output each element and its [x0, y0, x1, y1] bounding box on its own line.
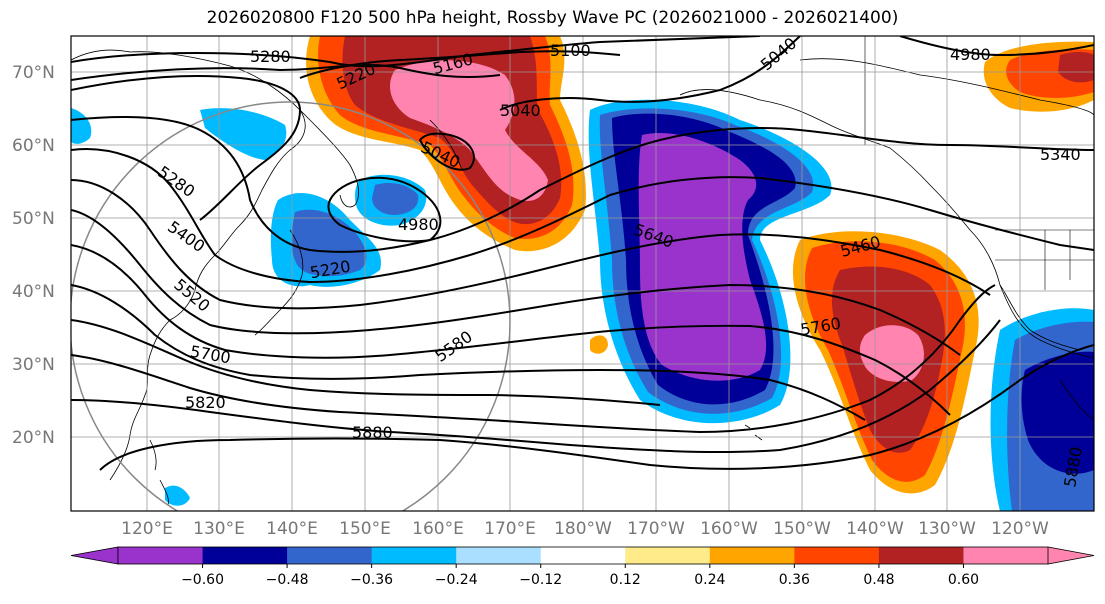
- contour-5880: [99, 344, 1094, 471]
- lon-label: 160°W: [700, 519, 758, 539]
- colorbar-swatch: [963, 547, 1049, 564]
- colorbar-tick-label: −0.48: [266, 572, 309, 588]
- positive-anomaly-east-core: [859, 325, 924, 382]
- colorbar-tick-label: −0.12: [519, 572, 562, 588]
- contour-label: 5100: [550, 41, 591, 60]
- contour-5340: [71, 116, 1094, 253]
- colorbar-tick-label: −0.36: [350, 572, 393, 588]
- colorbar-swatch: [371, 547, 457, 564]
- colorbar-tick-label: 0.36: [779, 572, 810, 588]
- lon-label: 180°W: [554, 519, 612, 539]
- colorbar-swatch: [878, 547, 964, 564]
- colorbar-swatch: [540, 547, 626, 564]
- colorbar-swatch: [794, 547, 880, 564]
- contour-5760: [71, 284, 996, 434]
- contour-5580: [71, 244, 951, 416]
- contour-5640: [71, 284, 866, 421]
- negative-anomaly-philippines: [165, 485, 190, 506]
- lon-label: 140°W: [846, 519, 904, 539]
- contour-5040-north: [499, 36, 801, 111]
- lat-label: 40°N: [12, 282, 55, 302]
- lat-label: 70°N: [12, 63, 55, 83]
- positive-anomaly-ne-strong: [1058, 51, 1094, 83]
- coast-kamchatka-east: [429, 119, 463, 171]
- contour-5700: [71, 319, 661, 406]
- negative-anomaly-west: [71, 108, 92, 144]
- contour-5220: [71, 63, 501, 81]
- negative-anomaly-core: [638, 132, 767, 381]
- colorbar-swatch: [625, 547, 711, 564]
- colorbar-min-arrow: [70, 546, 119, 565]
- coast-japan: [254, 229, 304, 336]
- coast-na-north: [799, 58, 1094, 116]
- coast-taiwan-ph: [149, 439, 169, 506]
- longitude-labels: 120°E 130°E 140°E 150°E 160°E 170°E 180°…: [121, 519, 1049, 539]
- negative-anomaly-east-strong: [1021, 351, 1094, 474]
- contour-5820: [71, 319, 1001, 454]
- lon-label: 150°W: [773, 519, 831, 539]
- contour-label: 5880: [352, 423, 393, 442]
- lon-label: 150°E: [339, 519, 391, 539]
- coast-hawaii: [744, 424, 763, 441]
- contour-5460: [71, 179, 991, 310]
- reference-circle: [71, 101, 511, 511]
- colorbar-tick-label: 0.12: [610, 572, 641, 588]
- lat-label: 30°N: [12, 355, 55, 375]
- colorbar-swatch: [287, 547, 373, 564]
- height-contours: [71, 36, 1094, 471]
- borders: [864, 36, 1094, 290]
- colorbar-max-arrow: [1047, 546, 1095, 565]
- positive-anomaly-north-core: [390, 60, 548, 201]
- colorbar-border: [117, 546, 1049, 565]
- latitude-labels: 70°N 60°N 50°N 40°N 30°N 20°N: [12, 63, 55, 448]
- contour-label: 5280: [250, 47, 291, 66]
- coast-alaska: [679, 89, 1094, 359]
- colorbar-swatch: [456, 547, 542, 564]
- contour-label: 5820: [185, 393, 226, 412]
- lat-label: 20°N: [12, 428, 55, 448]
- border-states: [995, 230, 1094, 290]
- colorbar-tick-label: 0.24: [694, 572, 725, 588]
- contour-label: 4980: [398, 215, 439, 234]
- contour-5400: [71, 148, 1094, 284]
- positive-anomaly-small: [590, 335, 608, 354]
- colorbar-tick-label: −0.60: [181, 572, 224, 588]
- contour-label: 5340: [1040, 145, 1081, 164]
- lon-label: 170°W: [627, 519, 685, 539]
- colorbar-tick-label: −0.24: [435, 572, 478, 588]
- negative-anomaly-japan-mid: [291, 209, 367, 277]
- colorbar-swatch: [709, 547, 795, 564]
- contour-5040-loop: [418, 132, 475, 171]
- colorbar: −0.60 −0.48 −0.36 −0.24 −0.12 0.12 0.24 0.36 0.4…: [70, 546, 1095, 588]
- colorbar-tick-label: 0.60: [948, 572, 979, 588]
- colorbar-swatch: [202, 547, 288, 564]
- negative-anomaly-siberia: [200, 108, 287, 160]
- lon-label: 160°E: [412, 519, 464, 539]
- lat-label: 60°N: [12, 136, 55, 156]
- coast-mexico: [999, 284, 1094, 421]
- colorbar-tick-label: 0.48: [863, 572, 894, 588]
- lon-label: 130°E: [193, 519, 245, 539]
- negative-anomaly-okhotsk-mid: [372, 183, 419, 215]
- lon-label: 170°E: [484, 519, 536, 539]
- lon-label: 140°E: [266, 519, 318, 539]
- lon-label: 120°E: [121, 519, 173, 539]
- lat-label: 50°N: [12, 209, 55, 229]
- lon-label: 120°W: [991, 519, 1049, 539]
- map-title: 2026020800 F120 500 hPa height, Rossby W…: [206, 8, 899, 28]
- contour-label: 4980: [950, 45, 991, 64]
- lon-label: 130°W: [918, 519, 976, 539]
- colorbar-swatch: [118, 547, 204, 564]
- contour-5520: [71, 209, 961, 356]
- contour-label: 5040: [500, 101, 541, 120]
- coast-kamchatka: [299, 109, 360, 208]
- map-border: [70, 35, 1095, 512]
- contour-4980-ne: [899, 36, 1094, 57]
